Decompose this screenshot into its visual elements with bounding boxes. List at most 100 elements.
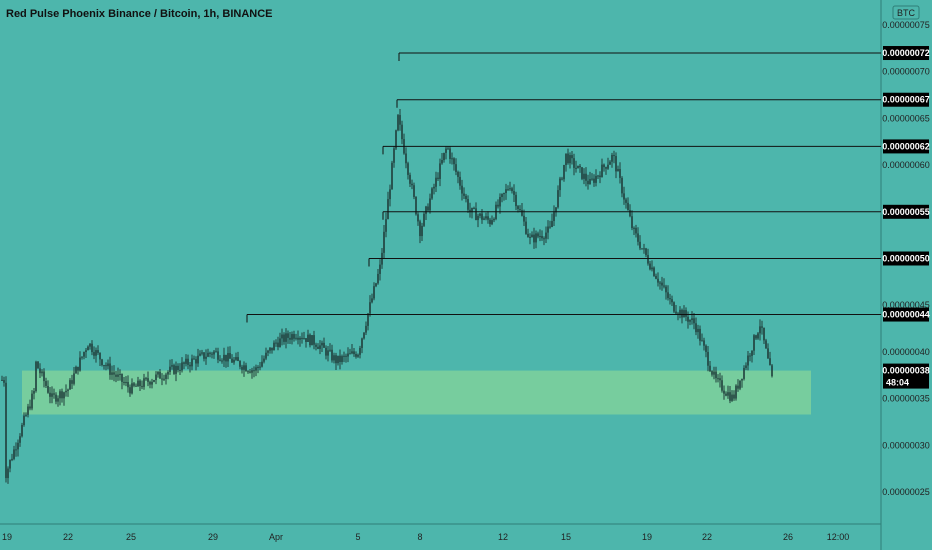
candle-body (649, 263, 651, 270)
candle-body (205, 356, 207, 359)
candle-body (685, 310, 687, 317)
candle-body (619, 169, 621, 178)
candle-body (637, 233, 639, 242)
candle-body (121, 373, 123, 382)
candle-body (607, 164, 609, 169)
candle-body (277, 342, 279, 348)
candle-body (469, 209, 471, 213)
candle-body (587, 180, 589, 185)
candle-body (51, 393, 53, 397)
candle-body (657, 278, 659, 283)
candle-body (49, 392, 51, 397)
candle-body (365, 325, 367, 333)
candle-body (603, 164, 605, 168)
candle-body (283, 334, 285, 342)
candle-body (421, 225, 423, 237)
candle-body (307, 334, 309, 342)
candle-body (161, 378, 163, 380)
candle-body (21, 425, 23, 437)
candle-body (251, 370, 253, 373)
candle-body (735, 385, 737, 399)
candle-body (269, 347, 271, 351)
candle-body (567, 153, 569, 164)
candle-body (221, 360, 223, 362)
candle-body (201, 352, 203, 354)
candle-body (373, 286, 375, 299)
candle-body (359, 347, 361, 355)
y-tick-label: 0.00000065 (882, 113, 930, 123)
candle-body (507, 189, 509, 191)
candle-body (85, 350, 87, 353)
candle-body (211, 353, 213, 355)
currency-badge (892, 5, 920, 20)
candle-body (53, 393, 55, 395)
candle-body (13, 449, 15, 459)
candle-body (407, 163, 409, 175)
candle-body (171, 365, 173, 367)
candle-body (609, 161, 611, 165)
candle-body (325, 347, 327, 356)
level-tag-label: 0.00000062 (882, 141, 930, 151)
candle-body (117, 374, 119, 377)
candle-body (147, 378, 149, 382)
candle-body (163, 378, 165, 380)
candle-body (319, 345, 321, 349)
candle-body (585, 173, 587, 181)
candle-body (339, 355, 341, 362)
candle-body (701, 340, 703, 342)
candle-body (411, 183, 413, 186)
candle-body (647, 255, 649, 264)
candle-body (127, 382, 129, 388)
candle-body (193, 358, 195, 360)
candle-body (379, 264, 381, 274)
candle-body (65, 390, 67, 393)
candle-body (305, 338, 307, 342)
candle-body (355, 354, 357, 357)
candle-body (249, 371, 251, 373)
candle-body (705, 345, 707, 352)
y-tick-label: 0.00000045 (882, 300, 930, 310)
candle-body (265, 352, 267, 359)
candle-body (45, 381, 47, 386)
candle-body (47, 385, 49, 393)
candle-body (219, 359, 221, 361)
candle-body (699, 328, 701, 341)
candle-body (623, 193, 625, 200)
candle-body (479, 213, 481, 216)
candle-body (601, 164, 603, 178)
candle-body (629, 209, 631, 217)
candle-body (141, 386, 143, 388)
candle-body (433, 186, 435, 189)
candle-body (759, 326, 761, 334)
candle-body (183, 362, 185, 364)
candle-body (187, 358, 189, 365)
candle-body (247, 371, 249, 373)
candle-body (299, 337, 301, 340)
candle-body (229, 353, 231, 359)
candle-body (57, 398, 59, 402)
candle-body (493, 218, 495, 221)
candle-body (195, 359, 197, 364)
candle-body (63, 392, 65, 399)
y-tick-label: 0.00000030 (882, 440, 930, 450)
candle-body (541, 235, 543, 239)
candle-body (591, 178, 593, 180)
countdown-label: 48:04 (886, 378, 909, 388)
candle-body (233, 359, 235, 363)
candle-body (3, 380, 5, 383)
candle-body (417, 214, 419, 222)
candle-body (599, 175, 601, 178)
candle-body (533, 234, 535, 243)
y-tick-label: 0.00000035 (882, 394, 930, 404)
candle-body (575, 167, 577, 169)
x-tick-label: 29 (208, 532, 218, 542)
x-tick-label: 12 (498, 532, 508, 542)
candle-body (73, 373, 75, 384)
candle-body (281, 334, 283, 339)
candle-body (745, 365, 747, 368)
candle-body (231, 358, 233, 363)
candle-body (465, 195, 467, 200)
candle-body (487, 216, 489, 220)
candle-body (497, 204, 499, 207)
